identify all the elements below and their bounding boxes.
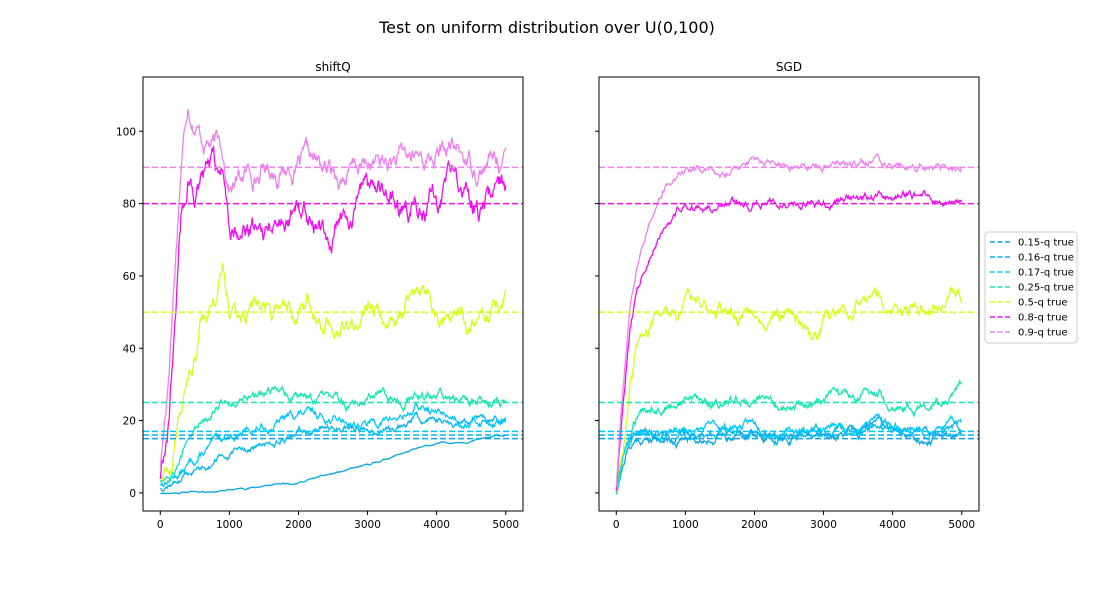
x-tick-label: 0 <box>157 519 164 531</box>
subplot-sgd: SGD 0 1000 2000 3000 4000 5000 <box>595 60 980 531</box>
series-line <box>615 419 962 493</box>
series-line <box>159 385 507 483</box>
series-line <box>615 188 963 491</box>
series-line <box>160 434 506 495</box>
y-tick-label: 80 <box>123 199 136 211</box>
legend-frame <box>984 231 1078 344</box>
series-line <box>615 152 963 487</box>
axes-frame <box>598 76 980 512</box>
y-tick-label: 100 <box>116 126 136 138</box>
series-line <box>160 401 507 488</box>
subplot-title-sgd: SGD <box>776 60 802 74</box>
legend-label: 0.9-q true <box>1018 328 1068 339</box>
y-tick-label: 40 <box>123 343 136 355</box>
series-line <box>615 285 963 492</box>
series-line <box>615 413 963 491</box>
plot-area-sgd: 0 1000 2000 3000 4000 5000 <box>595 76 980 531</box>
series-line <box>159 145 507 480</box>
series-line <box>615 378 963 495</box>
legend-label: 0.8-q true <box>1018 313 1068 324</box>
legend: 0.15-q true 0.16-q true 0.17-q true 0.25-q … <box>984 231 1078 344</box>
y-tick-label: 60 <box>123 271 136 283</box>
legend-label: 0.5-q true <box>1018 298 1068 309</box>
legend-label: 0.15-q true <box>1018 238 1074 249</box>
x-tick-label: 4000 <box>879 519 906 531</box>
series-line <box>159 262 507 482</box>
y-tick-label: 20 <box>123 416 136 428</box>
x-tick-label: 2000 <box>741 519 768 531</box>
x-tick-label: 1000 <box>672 519 699 531</box>
y-tick-label: 0 <box>129 488 136 500</box>
subplot-title-shiftq: shiftQ <box>315 60 350 74</box>
series-line <box>160 410 507 492</box>
x-tick-label: 4000 <box>423 519 450 531</box>
legend-label: 0.25-q true <box>1018 283 1074 294</box>
figure-title: Test on uniform distribution over U(0,10… <box>378 18 715 37</box>
x-tick-label: 1000 <box>216 519 243 531</box>
plot-area-shiftq: 0 1000 2000 3000 4000 5000 0 20 40 60 80 100 <box>116 76 524 531</box>
x-tick-label: 2000 <box>285 519 312 531</box>
x-tick-label: 3000 <box>354 519 381 531</box>
axes-frame <box>142 76 524 512</box>
legend-label: 0.16-q true <box>1018 253 1074 264</box>
x-tick-label: 3000 <box>810 519 837 531</box>
series-line <box>159 108 507 472</box>
subplot-shiftq: shiftQ 0 1000 2000 3000 4000 5000 0 20 40 60 80 100 <box>116 60 524 531</box>
x-tick-label: 5000 <box>948 519 975 531</box>
x-tick-label: 5000 <box>492 519 519 531</box>
legend-label: 0.17-q true <box>1018 268 1074 279</box>
x-tick-label: 0 <box>613 519 620 531</box>
